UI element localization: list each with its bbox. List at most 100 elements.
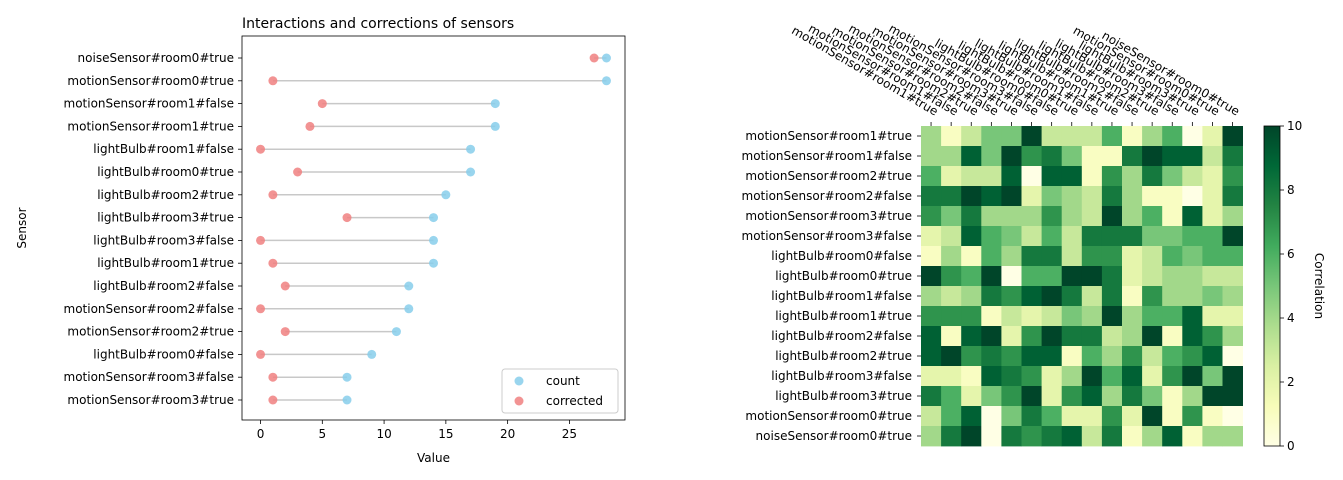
heatmap-cell xyxy=(921,386,942,407)
heatmap-cell xyxy=(1122,226,1143,247)
heatmap-cell xyxy=(1142,286,1163,307)
heatmap-cell xyxy=(1061,306,1083,327)
heatmap-cell xyxy=(981,206,1002,227)
heatmap-cell xyxy=(981,346,1002,367)
heatmap-cell xyxy=(1001,386,1022,407)
heatmap-cell xyxy=(1101,246,1123,267)
count-point xyxy=(367,349,377,359)
heatmap-cell xyxy=(1021,186,1042,207)
row-label: noiseSensor#room0#true xyxy=(756,429,912,443)
heatmap-cell xyxy=(1001,326,1022,347)
heatmap-cell xyxy=(961,266,982,287)
heatmap-cell xyxy=(1202,146,1223,167)
heatmap-cell xyxy=(1122,326,1143,347)
count-point xyxy=(342,395,352,405)
heatmap-cell xyxy=(961,246,982,267)
heatmap-cell xyxy=(1101,206,1123,227)
heatmap-cell xyxy=(1021,366,1042,387)
heatmap-cell xyxy=(1182,246,1203,267)
heatmap-cell xyxy=(1081,406,1103,427)
heatmap-cell xyxy=(1142,406,1163,427)
heatmap-cell xyxy=(1202,306,1223,327)
heatmap-cell xyxy=(1081,226,1103,247)
y-tick-label: lightBulb#room1#false xyxy=(93,142,234,156)
heatmap-cell xyxy=(1001,426,1022,447)
colorbar-tick-label: 6 xyxy=(1287,247,1295,261)
corrected-point xyxy=(305,121,315,131)
heatmap-cell xyxy=(1081,166,1103,187)
heatmap-cell xyxy=(1061,266,1083,287)
corrected-point xyxy=(256,144,266,154)
heatmap-cell xyxy=(1021,146,1042,167)
heatmap-cell xyxy=(1101,186,1123,207)
heatmap-cell xyxy=(1061,386,1083,407)
heatmap-cell xyxy=(1081,266,1103,287)
heatmap-cell xyxy=(1122,186,1143,207)
x-tick-label: 5 xyxy=(318,427,326,441)
x-axis-ticks: 0 5 10 15 20 25 xyxy=(257,420,577,441)
heatmap-cell xyxy=(941,426,962,447)
heatmap-cell xyxy=(1162,126,1183,147)
count-point xyxy=(601,53,611,63)
heatmap-cell xyxy=(1021,246,1042,267)
heatmap-cell xyxy=(1202,226,1223,247)
heatmap-cell xyxy=(1081,186,1103,207)
heatmap-cell xyxy=(1202,386,1223,407)
row-label: motionSensor#room3#false xyxy=(742,229,912,243)
corrected-point xyxy=(280,281,290,291)
heatmap-cells xyxy=(921,126,1243,447)
heatmap-cell xyxy=(981,166,1002,187)
heatmap-cell xyxy=(1122,206,1143,227)
colorbar-tick-label: 8 xyxy=(1287,183,1295,197)
y-tick-label: noiseSensor#room0#true xyxy=(78,51,234,65)
heatmap-cell xyxy=(1162,266,1183,287)
heatmap-cell xyxy=(921,126,942,147)
heatmap-cell xyxy=(941,366,962,387)
heatmap-cell xyxy=(1041,246,1063,267)
heatmap-cell xyxy=(1101,346,1123,367)
heatmap-cell xyxy=(1101,266,1123,287)
y-tick-label: motionSensor#room3#false xyxy=(64,370,234,384)
y-tick-label: motionSensor#room3#true xyxy=(67,393,234,407)
heatmap-cell xyxy=(1222,426,1243,447)
heatmap-cell xyxy=(941,306,962,327)
heatmap-cell xyxy=(941,266,962,287)
heatmap-cell xyxy=(1202,246,1223,267)
heatmap-cell xyxy=(1081,366,1103,387)
count-point xyxy=(429,258,438,268)
heatmap-cell xyxy=(1001,366,1022,387)
heatmap-cell xyxy=(981,146,1002,167)
heatmap-cell xyxy=(1162,346,1183,367)
heatmap-cell xyxy=(1101,166,1123,187)
heatmap-cell xyxy=(1182,346,1203,367)
heatmap-cell xyxy=(1081,126,1103,147)
heatmap-cell xyxy=(1182,386,1203,407)
heatmap-cell xyxy=(1162,246,1183,267)
heatmap-cell xyxy=(961,306,982,327)
heatmap-cell xyxy=(1162,166,1183,187)
heatmap-cell xyxy=(1122,366,1143,387)
row-label: lightBulb#room1#false xyxy=(771,289,912,303)
corrected-point xyxy=(268,76,278,86)
heatmap-cell xyxy=(1142,346,1163,367)
heatmap-cell xyxy=(1142,266,1163,287)
heatmap-cell xyxy=(1202,326,1223,347)
heatmap-cell xyxy=(981,386,1002,407)
heatmap-cell xyxy=(1081,246,1103,267)
corrected-point xyxy=(268,258,278,268)
heatmap-cell xyxy=(1041,146,1063,167)
legend-marker-corrected xyxy=(514,396,524,406)
colorbar-tick-label: 10 xyxy=(1287,119,1302,133)
heatmap-cell xyxy=(1122,406,1143,427)
x-tick-label: 20 xyxy=(500,427,515,441)
heatmap-cell xyxy=(1142,206,1163,227)
heatmap-cell xyxy=(1021,346,1042,367)
heatmap-cell xyxy=(1041,426,1063,447)
heatmap-cell xyxy=(1021,386,1042,407)
heatmap-cell xyxy=(1081,206,1103,227)
x-axis-label: Value xyxy=(417,451,450,465)
heatmap-cell xyxy=(1061,226,1083,247)
heatmap-cell xyxy=(1001,286,1022,307)
heatmap-cell xyxy=(1182,426,1203,447)
count-point xyxy=(490,99,500,109)
